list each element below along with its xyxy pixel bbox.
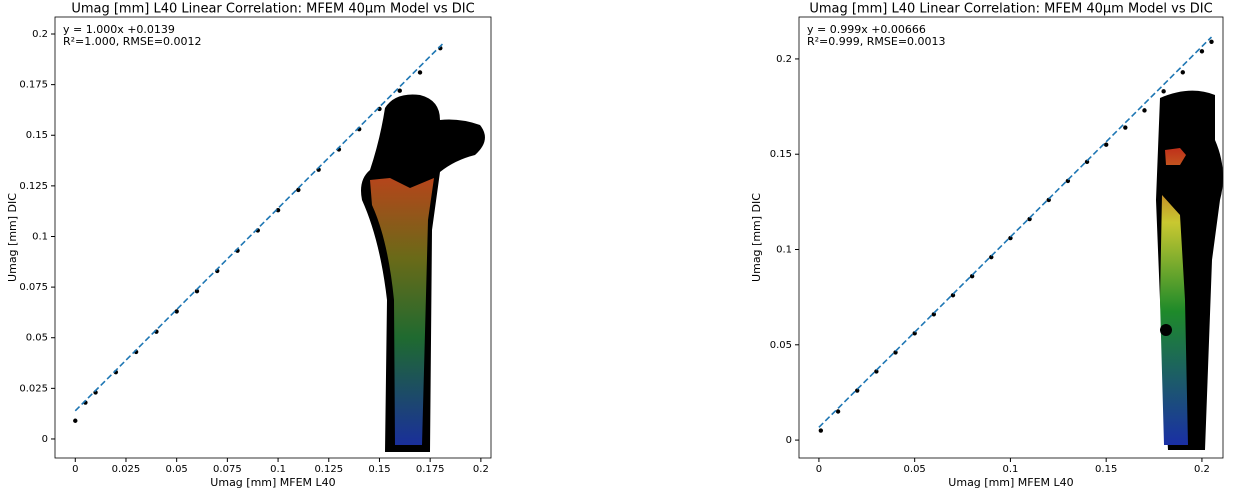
y-tick-label: 0.075 bbox=[19, 282, 48, 293]
data-point bbox=[1161, 89, 1165, 93]
x-tick-label: 0.125 bbox=[314, 464, 343, 475]
data-point bbox=[1209, 40, 1213, 44]
x-tick-label: 0.05 bbox=[904, 464, 926, 475]
y-axis-label: Umag [mm] DIC bbox=[750, 193, 763, 282]
y-axis-label: Umag [mm] DIC bbox=[6, 193, 19, 282]
y-tick-label: 0.15 bbox=[770, 149, 792, 160]
annotation: R²=0.999, RMSE=0.0013 bbox=[807, 35, 946, 48]
x-tick-label: 0.025 bbox=[112, 464, 141, 475]
x-tick-label: 0.1 bbox=[1002, 464, 1018, 475]
x-tick-label: 0.175 bbox=[416, 464, 445, 475]
bone-image-right bbox=[1156, 91, 1223, 450]
data-point bbox=[819, 428, 823, 432]
y-tick-label: 0.175 bbox=[19, 80, 48, 91]
x-tick-label: 0.075 bbox=[213, 464, 242, 475]
data-point bbox=[418, 70, 422, 74]
y-tick-label: 0.025 bbox=[19, 383, 48, 394]
x-axis-label: Umag [mm] MFEM L40 bbox=[948, 476, 1073, 489]
bone-image-left bbox=[361, 95, 485, 452]
x-tick-label: 0.15 bbox=[1095, 464, 1117, 475]
x-tick-label: 0.05 bbox=[166, 464, 188, 475]
y-tick-label: 0.2 bbox=[32, 29, 48, 40]
x-tick-label: 0.2 bbox=[1194, 464, 1210, 475]
x-tick-label: 0.15 bbox=[368, 464, 390, 475]
y-tick-label: 0.05 bbox=[770, 340, 792, 351]
y-tick-label: 0.15 bbox=[26, 130, 48, 141]
y-tick-label: 0.1 bbox=[32, 231, 48, 242]
x-tick-label: 0.1 bbox=[270, 464, 286, 475]
y-tick-label: 0 bbox=[42, 434, 48, 445]
y-tick-label: 0.125 bbox=[19, 181, 48, 192]
data-point bbox=[73, 419, 77, 423]
fit-line bbox=[819, 37, 1212, 427]
chart-title: Umag [mm] L40 Linear Correlation: MFEM 4… bbox=[71, 2, 474, 17]
x-axis-label: Umag [mm] MFEM L40 bbox=[210, 476, 335, 489]
data-point bbox=[1200, 49, 1204, 53]
x-tick-label: 0 bbox=[72, 464, 78, 475]
y-tick-label: 0.1 bbox=[776, 245, 792, 256]
y-tick-label: 0.2 bbox=[776, 54, 792, 65]
figure: Umag [mm] L40 Linear Correlation: MFEM 4… bbox=[0, 0, 1239, 491]
data-point bbox=[1104, 142, 1108, 146]
data-point bbox=[836, 409, 840, 413]
data-point bbox=[1123, 125, 1127, 129]
y-tick-label: 0.05 bbox=[26, 333, 48, 344]
x-tick-label: 0 bbox=[816, 464, 822, 475]
page: Umag [mm] L40 Linear Correlation: MFEM 4… bbox=[0, 0, 1239, 491]
x-tick-label: 0.2 bbox=[473, 464, 489, 475]
data-point bbox=[1181, 70, 1185, 74]
chart-title: Umag [mm] L40 Linear Correlation: MFEM 4… bbox=[809, 2, 1212, 17]
annotation: R²=1.000, RMSE=0.0012 bbox=[63, 35, 202, 48]
data-point bbox=[1142, 108, 1146, 112]
y-tick-label: 0 bbox=[786, 435, 792, 446]
